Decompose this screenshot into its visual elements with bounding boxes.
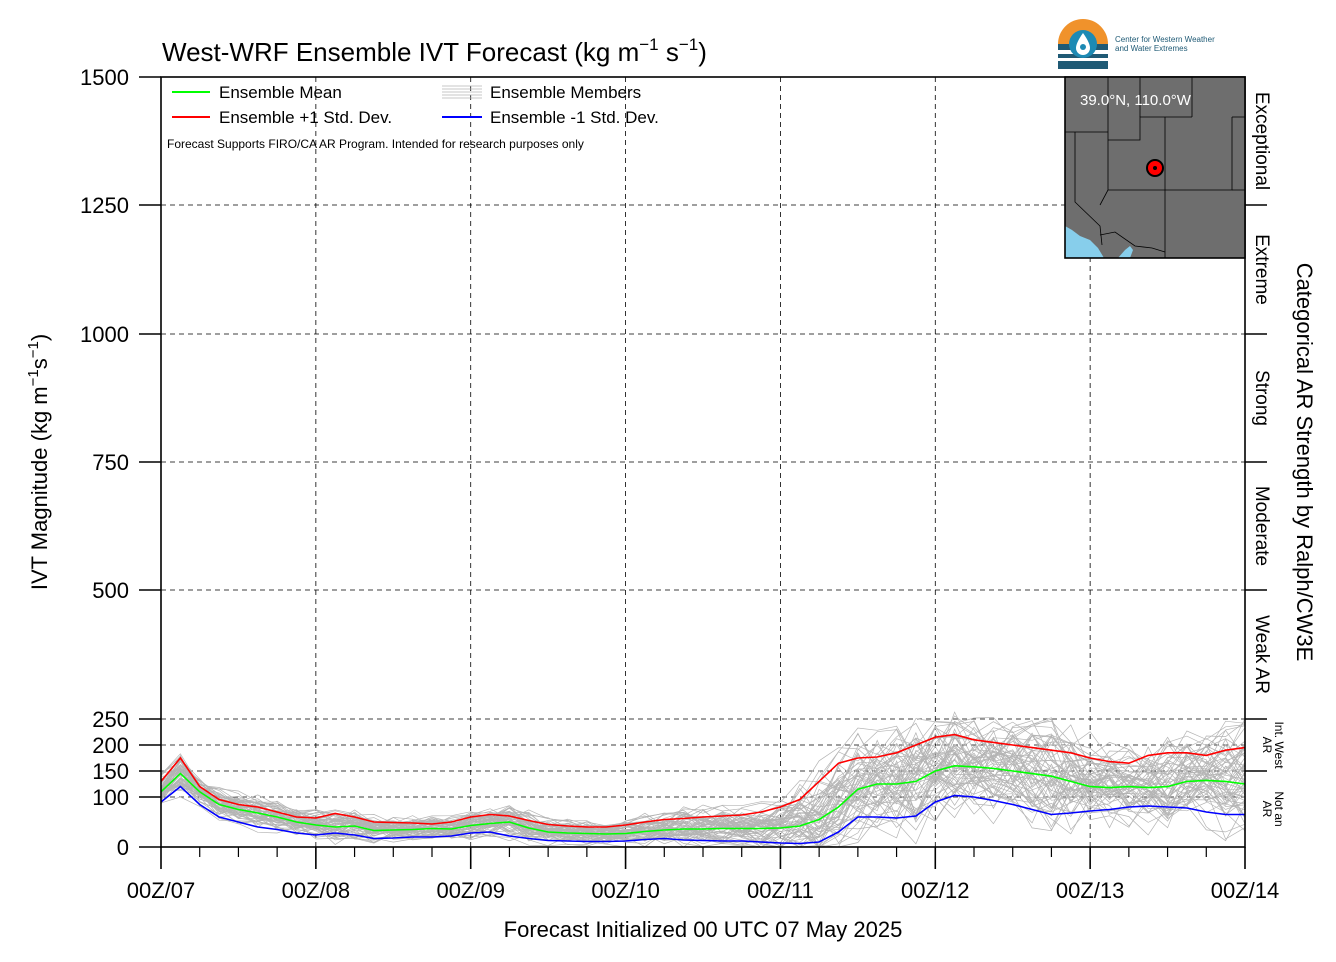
ensemble-member-line xyxy=(160,757,1246,845)
y-tick-label: 200 xyxy=(92,733,129,758)
legend-label-mean: Ensemble Mean xyxy=(219,83,342,102)
ensemble-member-line xyxy=(160,768,1246,846)
category-label-group: Extreme xyxy=(1251,234,1272,305)
category-label: Moderate xyxy=(1251,486,1272,566)
series-line-ensemble-mean xyxy=(160,764,1246,835)
ensemble-member-line xyxy=(160,748,1246,843)
category-label-group: Moderate xyxy=(1251,486,1272,566)
x-tick-label: 00Z/14 xyxy=(1211,878,1280,903)
x-tick-label: 00Z/09 xyxy=(436,878,505,903)
ensemble-member-line xyxy=(160,751,1246,848)
ensemble-member-line xyxy=(160,748,1246,839)
legend-label-minus: Ensemble -1 Std. Dev. xyxy=(490,108,659,127)
x-tick-label: 00Z/08 xyxy=(282,878,351,903)
series-line-minus-1-std xyxy=(160,785,1245,845)
ensemble-member-line xyxy=(160,725,1246,830)
ensemble-member-line xyxy=(160,723,1246,829)
logo-text-line1: Center for Western Weather xyxy=(1115,35,1215,44)
ensemble-member-line xyxy=(160,730,1246,835)
cw3e-logo: Center for Western Weather and Water Ext… xyxy=(1058,19,1215,69)
legend-label-members: Ensemble Members xyxy=(490,83,641,102)
category-label: Int. WestAR xyxy=(1260,721,1286,769)
ensemble-member-line xyxy=(160,725,1246,834)
x-axis-title: Forecast Initialized 00 UTC 07 May 2025 xyxy=(504,917,903,942)
ensemble-member-line xyxy=(160,774,1246,848)
ensemble-member-line xyxy=(160,718,1246,831)
y-tick-label: 100 xyxy=(92,785,129,810)
inset-gulf xyxy=(1118,246,1133,258)
ensemble-member-lines xyxy=(160,711,1246,848)
ensemble-member-line xyxy=(160,731,1246,835)
ensemble-member-line xyxy=(160,741,1246,836)
ensemble-member-line xyxy=(160,747,1246,848)
series-line-plus-1-std xyxy=(160,733,1246,828)
category-label: Weak AR xyxy=(1251,615,1272,694)
category-label: Not anAR xyxy=(1260,791,1286,826)
series-lines xyxy=(160,733,1246,845)
ensemble-member-line xyxy=(160,741,1246,836)
x-axis: 00Z/07 00Z/08 00Z/09 00Z/10 00Z/11 00Z/12 00Z/… xyxy=(127,847,1280,903)
category-label-not-an-ar: Not anAR xyxy=(1260,791,1286,826)
inset-ocean xyxy=(1065,226,1104,258)
ensemble-member-line xyxy=(160,774,1246,848)
y-tick-label: 750 xyxy=(92,450,129,475)
category-label: Exceptional xyxy=(1251,92,1272,190)
x-tick-label: 00Z/12 xyxy=(901,878,970,903)
legend-label-plus: Ensemble +1 Std. Dev. xyxy=(219,108,392,127)
cw3e-logo-icon xyxy=(1058,19,1108,69)
category-label: Extreme xyxy=(1251,234,1272,305)
right-axis-title: Categorical AR Strength by Ralph/CW3E xyxy=(1292,263,1317,662)
category-label-group: Weak AR xyxy=(1251,615,1272,694)
y-tick-label: 1500 xyxy=(80,65,129,90)
y-axis-title: IVT Magnitude (kg m−1s−1) xyxy=(25,334,52,590)
x-tick-label: 00Z/13 xyxy=(1056,878,1125,903)
legend-swatch-members xyxy=(442,85,482,99)
category-label-group: Exceptional xyxy=(1251,92,1272,190)
y-tick-label: 250 xyxy=(92,707,129,732)
y-tick-label: 0 xyxy=(117,835,129,860)
ensemble-member-line xyxy=(160,715,1246,834)
x-tick-label: 00Z/10 xyxy=(591,878,660,903)
y-tick-label: 1250 xyxy=(80,193,129,218)
location-inset-map: 39.0°N, 110.0°W xyxy=(1064,76,1246,259)
category-label: Strong xyxy=(1251,370,1272,426)
x-tick-label: 00Z/11 xyxy=(747,878,814,903)
category-label-int-west-ar: Int. WestAR xyxy=(1260,721,1286,769)
y-tick-label: 500 xyxy=(92,578,129,603)
ensemble-member-line xyxy=(160,732,1246,837)
chart-title: West-WRF Ensemble IVT Forecast (kg m−1 s… xyxy=(162,35,707,67)
legend-note: Forecast Supports FIRO/CA AR Program. In… xyxy=(167,137,584,151)
inset-state-borders xyxy=(1065,77,1245,258)
x-tick-label: 00Z/07 xyxy=(127,878,196,903)
category-label-group: Strong xyxy=(1251,370,1272,426)
inset-location-label: 39.0°N, 110.0°W xyxy=(1080,92,1192,109)
ensemble-member-line xyxy=(160,720,1246,830)
ensemble-member-line xyxy=(160,736,1246,838)
logo-text-line2: and Water Extremes xyxy=(1115,44,1188,53)
y-tick-label: 150 xyxy=(92,759,129,784)
legend: Ensemble Mean Ensemble +1 Std. Dev. Ense… xyxy=(167,83,659,151)
y-tick-label: 1000 xyxy=(80,322,129,347)
right-category-axis: Exceptional Extreme Strong Moderate Weak AR I… xyxy=(1245,92,1286,827)
ensemble-member-line xyxy=(160,731,1246,836)
